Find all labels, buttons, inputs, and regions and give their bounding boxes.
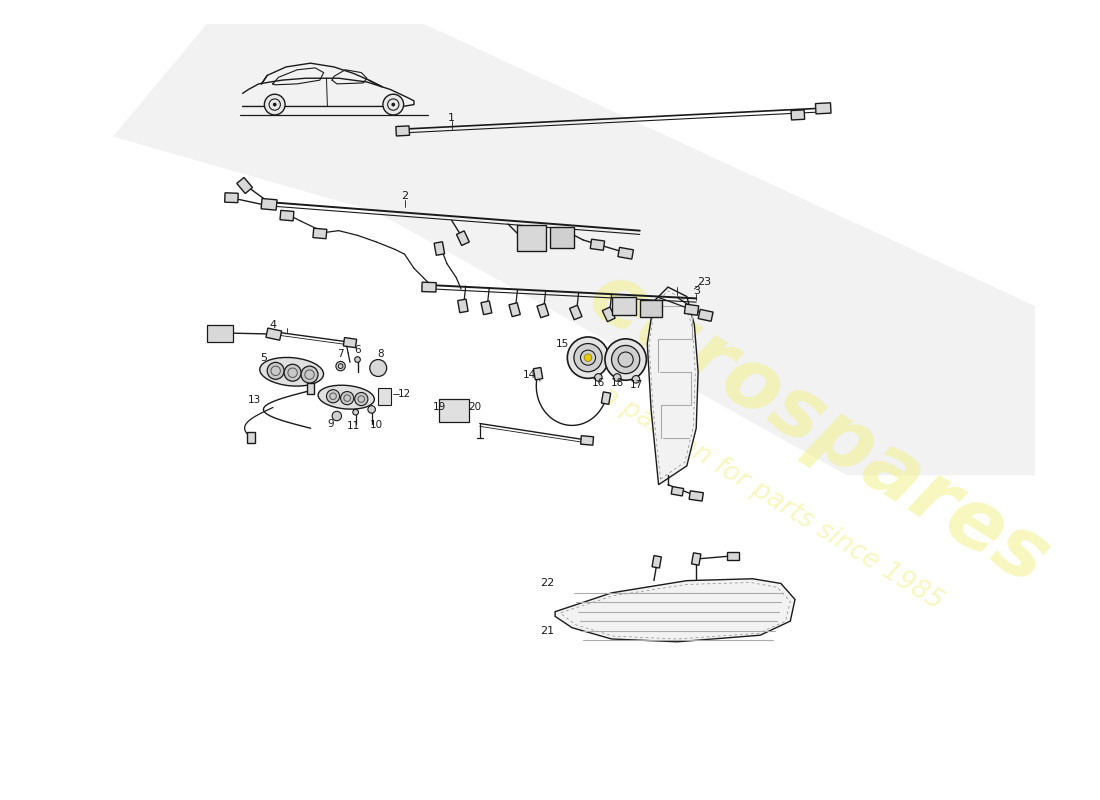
Circle shape	[595, 374, 602, 381]
Text: 13: 13	[248, 395, 261, 405]
Text: 2: 2	[402, 191, 408, 201]
Circle shape	[612, 346, 640, 374]
Polygon shape	[517, 233, 531, 247]
Polygon shape	[280, 210, 294, 221]
Polygon shape	[671, 486, 683, 496]
Polygon shape	[456, 231, 470, 246]
Polygon shape	[236, 178, 253, 194]
Bar	[517, 225, 546, 251]
Polygon shape	[689, 491, 703, 501]
Bar	[207, 325, 233, 342]
Polygon shape	[421, 282, 437, 292]
Circle shape	[605, 339, 647, 380]
Circle shape	[327, 390, 340, 403]
Circle shape	[632, 375, 640, 383]
Text: 14: 14	[524, 370, 537, 379]
Text: 3: 3	[693, 286, 700, 296]
Text: 16: 16	[592, 378, 605, 388]
Polygon shape	[684, 304, 699, 315]
Text: 23: 23	[696, 278, 711, 287]
Text: 9: 9	[328, 419, 334, 430]
Text: 15: 15	[556, 339, 569, 350]
Circle shape	[301, 366, 318, 383]
Circle shape	[341, 391, 354, 405]
Text: 19: 19	[432, 402, 446, 411]
Polygon shape	[602, 392, 610, 404]
Text: 4: 4	[270, 320, 276, 330]
Bar	[612, 297, 636, 315]
Polygon shape	[396, 126, 409, 136]
Circle shape	[284, 364, 301, 381]
Text: 21: 21	[540, 626, 554, 635]
Bar	[640, 300, 662, 318]
Polygon shape	[266, 328, 282, 340]
Polygon shape	[581, 436, 594, 446]
Text: 10: 10	[370, 421, 383, 430]
Polygon shape	[618, 247, 634, 259]
Polygon shape	[570, 306, 582, 320]
Circle shape	[273, 102, 276, 106]
Polygon shape	[591, 239, 605, 250]
Circle shape	[267, 362, 284, 379]
Text: 1: 1	[448, 113, 455, 122]
Polygon shape	[603, 307, 615, 322]
Bar	[378, 388, 392, 405]
Circle shape	[336, 362, 345, 371]
Text: 7: 7	[338, 349, 344, 359]
Polygon shape	[481, 301, 492, 314]
Circle shape	[614, 374, 622, 381]
Text: 8: 8	[377, 349, 384, 359]
Circle shape	[264, 94, 285, 115]
Polygon shape	[458, 299, 469, 313]
Polygon shape	[343, 338, 356, 348]
Circle shape	[354, 357, 361, 362]
Text: 17: 17	[629, 380, 642, 390]
Text: eurospares: eurospares	[573, 254, 1064, 602]
Circle shape	[568, 337, 608, 378]
Polygon shape	[248, 431, 255, 443]
Polygon shape	[652, 556, 661, 568]
Polygon shape	[307, 383, 315, 394]
Circle shape	[367, 406, 375, 413]
Circle shape	[392, 102, 395, 106]
Polygon shape	[556, 578, 795, 642]
Polygon shape	[534, 367, 542, 380]
Circle shape	[584, 354, 592, 362]
Circle shape	[332, 411, 341, 421]
Text: a passion for parts since 1985: a passion for parts since 1985	[596, 382, 947, 615]
Polygon shape	[312, 228, 327, 238]
Polygon shape	[224, 193, 239, 202]
Polygon shape	[727, 553, 738, 560]
Polygon shape	[113, 24, 1035, 475]
Polygon shape	[509, 302, 520, 317]
Bar	[550, 227, 574, 247]
Circle shape	[383, 94, 404, 115]
Ellipse shape	[260, 358, 323, 386]
Polygon shape	[647, 287, 698, 485]
Circle shape	[574, 343, 602, 372]
Polygon shape	[692, 553, 701, 566]
Text: 11: 11	[348, 422, 361, 431]
Text: 5: 5	[260, 353, 267, 362]
Text: 20: 20	[469, 402, 482, 411]
Text: 12: 12	[398, 390, 411, 399]
Polygon shape	[698, 310, 713, 322]
Text: 22: 22	[540, 578, 554, 589]
Polygon shape	[537, 303, 549, 318]
Circle shape	[353, 410, 359, 415]
Text: 18: 18	[610, 378, 624, 388]
Polygon shape	[434, 242, 444, 255]
FancyBboxPatch shape	[439, 399, 470, 422]
Circle shape	[354, 393, 367, 406]
Polygon shape	[815, 102, 830, 114]
Circle shape	[370, 359, 387, 377]
Text: 6: 6	[354, 345, 361, 355]
Ellipse shape	[318, 386, 374, 409]
Polygon shape	[261, 198, 277, 210]
Polygon shape	[791, 110, 805, 120]
